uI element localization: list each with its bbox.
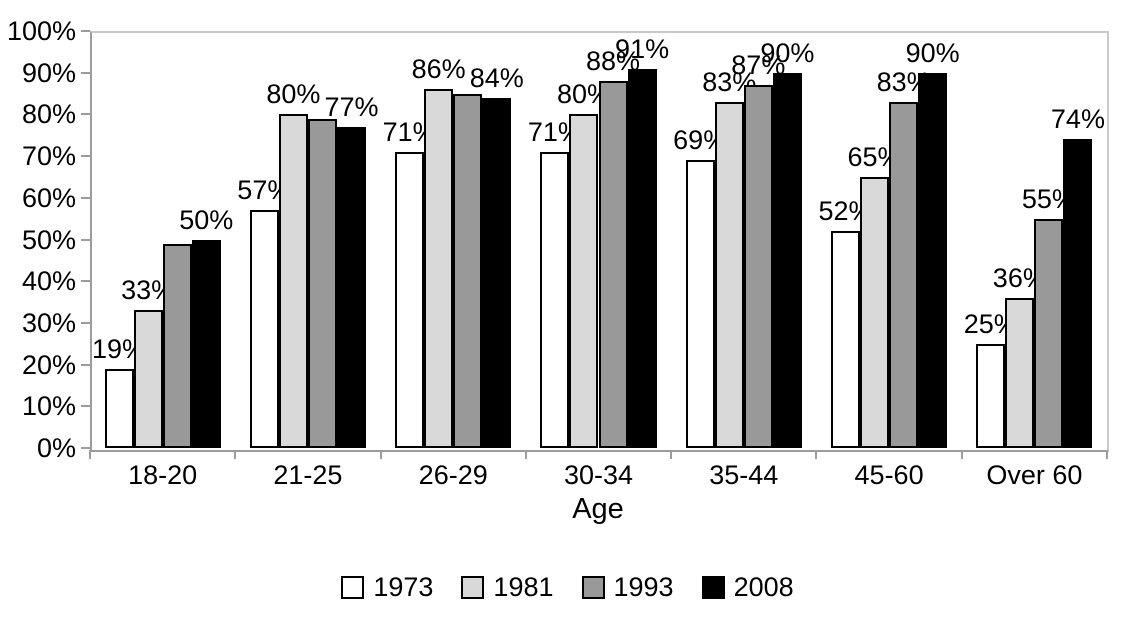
y-axis-tick-mark bbox=[81, 71, 90, 74]
bar-1993-30-34 bbox=[598, 81, 628, 448]
x-category-label: 21-25 bbox=[273, 460, 343, 490]
x-axis-tick-mark bbox=[960, 450, 963, 459]
x-axis-tick-mark bbox=[670, 450, 673, 459]
bar-value-label: 90% bbox=[905, 37, 960, 68]
bar-1973-35-44 bbox=[685, 160, 715, 448]
y-tick-label: 70% bbox=[21, 141, 76, 172]
y-axis-tick-mark bbox=[81, 405, 90, 408]
x-category-label: 26-29 bbox=[418, 460, 488, 490]
y-axis-tick-mark bbox=[81, 321, 90, 324]
y-axis-tick-mark bbox=[81, 113, 90, 116]
bar-1981-45-60 bbox=[860, 176, 890, 448]
bar-value-label: 90% bbox=[760, 37, 815, 68]
x-axis-tick-mark bbox=[89, 450, 91, 459]
x-category-label: 45-60 bbox=[854, 460, 924, 490]
x-axis-title: Age bbox=[572, 493, 624, 525]
bar-1973-45-60 bbox=[830, 231, 860, 448]
legend: 1973 1981 1993 2008 bbox=[0, 572, 1135, 602]
legend-label: 2008 bbox=[733, 572, 794, 602]
y-tick-label: 80% bbox=[21, 99, 76, 130]
y-axis-tick-mark bbox=[81, 238, 90, 241]
y-axis-tick-mark bbox=[81, 363, 90, 366]
x-axis-tick-mark bbox=[379, 450, 382, 459]
y-axis-tick-mark bbox=[81, 155, 90, 158]
x-category-label: Over 60 bbox=[986, 460, 1083, 490]
bar-2008-35-44 bbox=[772, 72, 802, 448]
bar-1993-45-60 bbox=[889, 101, 919, 448]
bar-1993-26-29 bbox=[453, 93, 483, 448]
y-axis-tick-mark bbox=[81, 30, 90, 32]
bar-1973-18-20 bbox=[104, 368, 134, 448]
y-axis-tick-mark bbox=[81, 196, 90, 199]
x-category-label: 18-20 bbox=[128, 460, 198, 490]
bar-1973-26-29 bbox=[395, 151, 425, 448]
legend-item-1973: 1973 bbox=[341, 572, 433, 602]
legend-item-2008: 2008 bbox=[701, 572, 794, 602]
legend-item-1981: 1981 bbox=[461, 572, 554, 602]
bar-1981-over-60 bbox=[1005, 297, 1035, 448]
y-tick-label: 50% bbox=[21, 224, 76, 255]
bar-1973-30-34 bbox=[540, 151, 570, 448]
x-axis-tick-mark bbox=[524, 450, 527, 459]
x-axis-tick-mark bbox=[815, 450, 818, 459]
y-tick-label: 60% bbox=[21, 182, 76, 213]
legend-swatch-icon bbox=[701, 575, 725, 599]
plot-area bbox=[90, 31, 1109, 452]
x-category-label: 30-34 bbox=[563, 460, 634, 490]
bar-1993-35-44 bbox=[743, 85, 773, 448]
y-tick-label: 0% bbox=[36, 433, 76, 463]
bar-1973-over-60 bbox=[976, 343, 1006, 448]
y-tick-label: 20% bbox=[21, 349, 76, 380]
bar-value-label: 86% bbox=[411, 54, 466, 85]
y-axis-tick-mark bbox=[81, 447, 90, 449]
legend-swatch-icon bbox=[581, 575, 605, 599]
bar-1993-21-25 bbox=[307, 118, 337, 448]
bar-value-label: 74% bbox=[1050, 104, 1105, 135]
y-axis-tick-mark bbox=[81, 280, 90, 283]
bar-1993-18-20 bbox=[162, 243, 192, 448]
bar-2008-30-34 bbox=[627, 68, 657, 448]
x-category-label: 35-44 bbox=[709, 460, 779, 490]
bar-2008-18-20 bbox=[191, 239, 221, 448]
bar-value-label: 91% bbox=[615, 33, 670, 64]
bar-1981-35-44 bbox=[714, 101, 744, 448]
x-axis-tick-mark bbox=[1106, 450, 1108, 459]
bar-1981-30-34 bbox=[569, 114, 599, 448]
bar-1973-21-25 bbox=[249, 210, 279, 448]
legend-swatch-icon bbox=[461, 575, 485, 599]
legend-label: 1981 bbox=[493, 572, 554, 602]
y-tick-label: 100% bbox=[6, 16, 76, 46]
bar-1981-18-20 bbox=[133, 310, 163, 448]
legend-label: 1973 bbox=[373, 572, 434, 602]
bar-2008-45-60 bbox=[918, 72, 948, 448]
bar-1993-over-60 bbox=[1034, 218, 1064, 448]
bar-2008-21-25 bbox=[336, 126, 367, 448]
bar-1981-21-25 bbox=[278, 114, 308, 448]
y-tick-label: 10% bbox=[21, 391, 76, 422]
bar-2008-26-29 bbox=[482, 97, 512, 448]
bar-1981-26-29 bbox=[424, 89, 454, 448]
y-tick-label: 40% bbox=[21, 266, 76, 297]
bar-value-label: 50% bbox=[179, 204, 234, 235]
legend-item-1993: 1993 bbox=[581, 572, 674, 602]
x-axis-tick-mark bbox=[234, 450, 237, 459]
bar-value-label: 84% bbox=[469, 62, 524, 93]
y-tick-label: 30% bbox=[21, 307, 76, 338]
y-tick-label: 90% bbox=[21, 57, 76, 88]
bar-2008-over-60 bbox=[1063, 139, 1093, 448]
legend-swatch-icon bbox=[341, 575, 365, 599]
bar-value-label: 80% bbox=[266, 79, 321, 110]
bar-value-label: 77% bbox=[324, 91, 379, 122]
legend-label: 1993 bbox=[613, 572, 674, 602]
